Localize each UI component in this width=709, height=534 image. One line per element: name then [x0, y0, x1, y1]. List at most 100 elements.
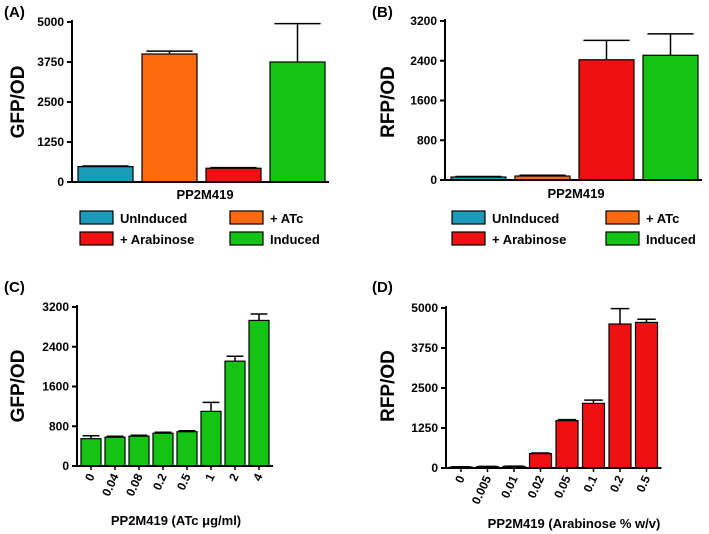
y-ticks-d: 0 1250 2500 3750 5000: [411, 301, 446, 475]
bars-d: [449, 307, 659, 469]
y-axis-label-c: GFP/OD: [8, 350, 29, 423]
x-tick-label-c: 1: [202, 471, 218, 483]
y-tick-label-b: 1600: [410, 94, 437, 108]
y-tick-label-d: 1250: [411, 421, 438, 435]
panel-d: (D) RFP/OD PP2M419 (Arabinose % w/v) 0 12…: [372, 279, 662, 531]
bar-d-5: [581, 402, 606, 469]
y-tick-label-b: 2400: [410, 54, 437, 68]
x-ticks-d: 0 0.005 0.01 0.02 0.05 0.1 0.2 0.5: [452, 468, 653, 506]
panel-b: (B) RFP/OD PP2M419 0 800 1600 2400 3200 UnIn…: [372, 4, 702, 247]
bar-c-3: [152, 432, 174, 467]
bar-b-3: [642, 54, 699, 181]
x-tick-label-d: 0.05: [551, 473, 574, 500]
bar-c-1: [104, 436, 126, 467]
legend-swatch-arabinose-a: [79, 231, 114, 246]
x-ticks-c: 0 0.04 0.08 0.2 0.5 1 2 4: [82, 466, 266, 498]
bars-a: [77, 22, 326, 183]
panel-a: (A) GFP/OD PP2M419 0 1250 2500 3750 5000 UnI…: [4, 4, 329, 247]
legend-swatch-atc-a: [229, 210, 264, 225]
y-tick-label-b: 800: [417, 133, 437, 147]
bar-d-3: [528, 453, 553, 469]
x-tick-label-c: 0.5: [174, 471, 194, 492]
axes-d: [445, 306, 662, 469]
y-tick-label-c: 1600: [42, 380, 69, 394]
x-axis-label-b: PP2M419: [547, 186, 604, 201]
y-axis-label-a: GFP/OD: [8, 66, 29, 139]
y-ticks-c: 0 800 1600 2400 3200: [42, 300, 77, 473]
legend-label-uninduced-a: UnInduced: [120, 211, 187, 226]
legend-label-induced-b: Induced: [646, 232, 696, 247]
x-tick-label-d: 0: [452, 473, 468, 485]
x-tick-label-c: 2: [226, 471, 242, 483]
bar-c-6: [224, 360, 246, 467]
y-ticks-b: 0 800 1600 2400 3200: [410, 14, 445, 187]
axes-c: [76, 305, 273, 467]
legend-swatch-induced-b: [605, 231, 640, 246]
bar-a-3: [269, 61, 326, 183]
legend-swatch-uninduced-a: [79, 210, 114, 225]
bar-c-4: [176, 431, 198, 467]
y-tick-label-d: 0: [431, 461, 438, 475]
legend-label-induced-a: Induced: [270, 232, 320, 247]
legend-swatch-arabinose-b: [451, 231, 486, 246]
y-axis-label-d: RFP/OD: [378, 350, 399, 422]
bar-c-5: [200, 410, 222, 467]
y-tick-label-c: 800: [49, 419, 69, 433]
bar-a-0: [77, 166, 134, 183]
legend-swatch-induced-a: [229, 231, 264, 246]
bar-c-7: [248, 319, 270, 467]
y-tick-label-a: 1250: [37, 135, 64, 149]
panel-label-a: (A): [4, 4, 25, 21]
legend-label-atc-b: + ATc: [646, 211, 679, 226]
legend-a: UnInduced + ATc + Arabinose Induced: [79, 210, 320, 247]
x-tick-label-c: 0.04: [99, 471, 122, 498]
x-axis-label-c: PP2M419 (ATc μg/ml): [111, 513, 241, 528]
y-tick-label-c: 2400: [42, 340, 69, 354]
y-tick-label-d: 2500: [411, 381, 438, 395]
bar-b-2: [578, 59, 635, 181]
panel-c: (C) GFP/OD PP2M419 (ATc μg/ml) 0 800 1600 2…: [4, 279, 273, 528]
y-tick-label-c: 3200: [42, 300, 69, 314]
y-tick-label-a: 0: [57, 175, 64, 189]
panel-label-b: (B): [372, 4, 393, 21]
panel-label-c: (C): [4, 279, 25, 296]
y-axis-label-b: RFP/OD: [378, 66, 399, 138]
bar-a-1: [141, 53, 198, 183]
y-tick-label-b: 0: [430, 173, 437, 187]
bars-b: [450, 33, 699, 181]
x-axis-label-a: PP2M419: [176, 187, 233, 202]
y-tick-label-d: 5000: [411, 301, 438, 315]
bar-c-2: [128, 435, 150, 467]
y-ticks-a: 0 1250 2500 3750 5000: [37, 15, 72, 189]
axes-a: [71, 20, 329, 183]
legend-label-arabinose-a: + Arabinose: [120, 232, 194, 247]
legend-label-arabinose-b: + Arabinose: [492, 232, 566, 247]
y-tick-label-a: 5000: [37, 15, 64, 29]
bar-c-0: [80, 438, 102, 467]
x-tick-label-c: 4: [250, 471, 266, 483]
y-tick-label-a: 2500: [37, 95, 64, 109]
x-tick-label-c: 0.2: [150, 471, 170, 492]
axes-b: [444, 19, 702, 181]
y-tick-label-d: 3750: [411, 341, 438, 355]
x-tick-label-d: 0.2: [607, 473, 627, 494]
bar-d-4: [555, 420, 579, 469]
x-tick-label-c: 0.08: [123, 471, 146, 498]
legend-swatch-uninduced-b: [451, 210, 486, 225]
legend-label-atc-a: + ATc: [270, 211, 303, 226]
legend-b: UnInduced + ATc + Arabinose Induced: [451, 210, 696, 247]
bar-a-2: [205, 167, 262, 183]
panel-label-d: (D): [372, 279, 393, 296]
x-tick-label-d: 0.1: [580, 473, 600, 494]
legend-swatch-atc-b: [605, 210, 640, 225]
y-tick-label-c: 0: [62, 459, 69, 473]
legend-label-uninduced-b: UnInduced: [492, 211, 559, 226]
y-tick-label-b: 3200: [410, 14, 437, 28]
bar-d-6: [608, 323, 632, 469]
x-axis-label-d: PP2M419 (Arabinose % w/v): [488, 516, 661, 531]
x-tick-label-d: 0.5: [633, 473, 653, 494]
bar-d-7: [634, 321, 659, 469]
x-tick-label-d: 0.005: [469, 473, 495, 506]
x-tick-label-d: 0.02: [525, 473, 548, 500]
